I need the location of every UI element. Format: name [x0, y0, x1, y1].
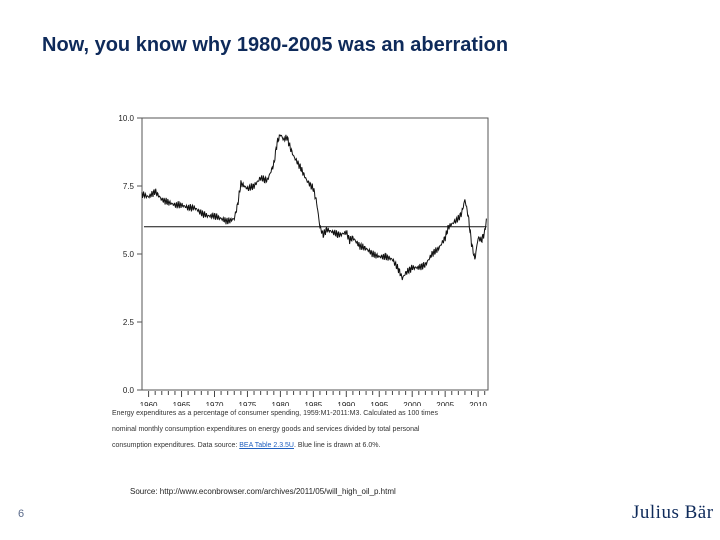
x-tick-label: 1995	[370, 401, 388, 406]
x-tick-label: 1980	[272, 401, 290, 406]
x-tick-label: 1990	[337, 401, 355, 406]
slide-title: Now, you know why 1980-2005 was an aberr…	[42, 34, 509, 56]
x-axis: 1960 1965 1970 1975 1980 1985 1990 1995 2000 2005…	[140, 391, 488, 406]
x-tick-label: 2005	[436, 401, 454, 406]
y-tick-label: 10.0	[118, 114, 134, 123]
x-tick-label: 1970	[206, 401, 224, 406]
x-tick-label: 1985	[304, 401, 322, 406]
caption-line-3: consumption expenditures. Data source: B…	[112, 438, 492, 454]
caption-line-2: nominal monthly consumption expenditures…	[112, 426, 420, 433]
y-tick-label: 2.5	[123, 318, 135, 327]
x-tick-label: 2010	[469, 401, 487, 406]
energy-chart: 0.0 2.5 5.0 7.5 10.0 1960 1965 1970 1975 1980 198…	[100, 106, 492, 456]
y-tick-label: 7.5	[123, 182, 135, 191]
page-number: 6	[18, 508, 25, 520]
chart-caption: Energy expenditures as a percentage of c…	[112, 406, 492, 454]
caption-line-3-tail: . Blue line is drawn at 6.0%.	[294, 442, 381, 449]
bea-table-link[interactable]: BEA Table 2.3.5U	[239, 442, 294, 449]
x-tick-label: 1975	[239, 401, 257, 406]
energy-series-line	[141, 134, 487, 281]
caption-line-1: Energy expenditures as a percentage of c…	[112, 410, 438, 417]
caption-line-3-text: consumption expenditures. Data source:	[112, 442, 240, 449]
julius-baer-logo: Julius Bär	[632, 502, 714, 523]
x-tick-label: 1960	[140, 401, 158, 406]
energy-chart-svg: 0.0 2.5 5.0 7.5 10.0 1960 1965 1970 1975 1980 198…	[118, 114, 489, 406]
y-tick-label: 0.0	[123, 386, 135, 395]
y-tick-label: 5.0	[123, 250, 135, 259]
y-axis: 0.0 2.5 5.0 7.5 10.0	[118, 114, 142, 395]
x-tick-label: 2000	[403, 401, 421, 406]
x-tick-label: 1965	[173, 401, 191, 406]
plot-area	[141, 117, 489, 391]
source-note: Source: http://www.econbrowser.com/archi…	[130, 487, 396, 496]
